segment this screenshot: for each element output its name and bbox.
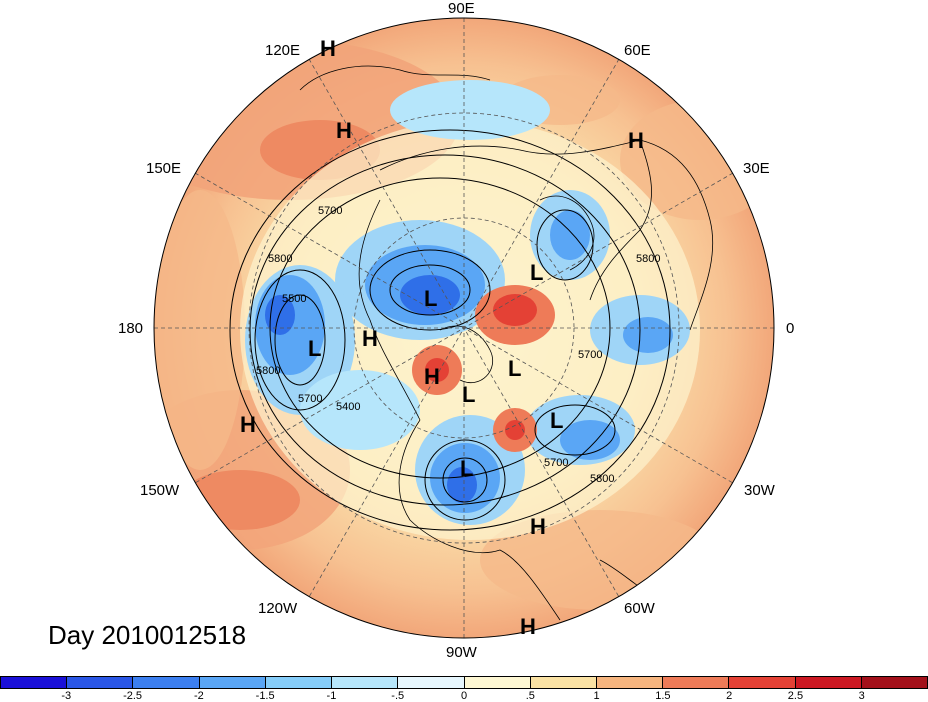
- map-boundary: [153, 17, 775, 639]
- lon-label-30w: 30W: [744, 482, 775, 499]
- low-center: L: [462, 382, 475, 407]
- contour-label: 5700: [544, 457, 568, 469]
- colorbar-tick-label: -3: [61, 690, 72, 702]
- lon-label-60e: 60E: [624, 42, 651, 59]
- colorbar-tick-label: 2.5: [787, 690, 804, 702]
- lon-label-150e: 150E: [146, 160, 182, 177]
- colorbar-tick-label: -1.5: [255, 690, 275, 702]
- contour-label: 5400: [336, 401, 360, 413]
- colorbar-tick-label: 1.5: [655, 690, 671, 702]
- lon-label-180: 180: [118, 320, 144, 337]
- lon-label-120w: 120W: [258, 600, 298, 617]
- colorbar-segment: [67, 677, 134, 688]
- contours: [229, 129, 671, 531]
- high-center: H: [530, 514, 546, 539]
- colorbar-segment: [265, 677, 333, 688]
- colorbar-tick-label: -2: [193, 690, 204, 702]
- low-center: L: [508, 356, 521, 381]
- colorbar-segment: [464, 677, 531, 688]
- high-center: H: [336, 118, 352, 143]
- low-center: L: [550, 408, 563, 433]
- lon-label-150w: 150W: [140, 482, 180, 499]
- lon-label-30e: 30E: [743, 160, 770, 177]
- colorbar-segment: [332, 677, 399, 688]
- colorbar-tick-label: 1: [593, 690, 600, 702]
- day-title: Day 2010012518: [48, 620, 247, 650]
- colorbar-segment: [596, 677, 664, 688]
- colorbar-segment: [530, 677, 597, 688]
- high-center: H: [628, 128, 644, 153]
- low-center: L: [460, 456, 473, 481]
- colorbar-segment: [133, 677, 200, 688]
- high-center: H: [320, 36, 336, 61]
- colorbar-tick-label: 0: [460, 690, 468, 702]
- lon-label-90w: 90W: [446, 644, 477, 661]
- lon-label-90e: 90E: [448, 0, 475, 17]
- graticule: [154, 18, 774, 638]
- contour-label: 5800: [256, 365, 280, 377]
- high-center: H: [240, 412, 256, 437]
- colorbar-tick-label: -.5: [391, 690, 405, 702]
- lon-label-120e: 120E: [265, 42, 301, 59]
- lon-label-0: 0: [786, 320, 795, 337]
- high-center: H: [520, 614, 536, 639]
- colorbar-tick-label: -2.5: [123, 690, 143, 702]
- colorbar-tick-label: -1: [326, 690, 337, 702]
- low-center: L: [424, 286, 437, 311]
- contour-label: 5800: [636, 253, 660, 265]
- colorbar-tick-label: .5: [525, 690, 535, 702]
- contour-label: 5700: [298, 393, 322, 405]
- lon-label-60w: 60W: [624, 600, 655, 617]
- contour-label: 5700: [318, 205, 342, 217]
- contour-label: 5500: [282, 293, 306, 305]
- colorbar: [0, 676, 928, 689]
- high-center: H: [362, 326, 378, 351]
- high-center: H: [424, 364, 440, 389]
- colorbar-segment: [861, 677, 928, 688]
- colorbar-segment: [663, 677, 730, 688]
- colorbar-segment: [199, 677, 266, 688]
- low-center: L: [308, 336, 321, 361]
- pressure-centers: H H H L L H L H L L L L H H H: [240, 36, 644, 639]
- colorbar-segment: [795, 677, 862, 688]
- contour-label: 5700: [578, 349, 602, 361]
- colorbar-segment: [1, 677, 68, 688]
- low-center: L: [530, 260, 543, 285]
- contour-labels: 5700 5800 5500 5800 5400 5700 5800 5700 …: [256, 205, 660, 485]
- colorbar-tick-label: 3: [858, 690, 865, 702]
- colorbar-segment: [398, 677, 465, 688]
- contour-label: 5800: [590, 473, 614, 485]
- contour-label: 5800: [268, 253, 292, 265]
- colorbar-segment: [729, 677, 796, 688]
- colorbar-tick-label: 2: [726, 690, 733, 702]
